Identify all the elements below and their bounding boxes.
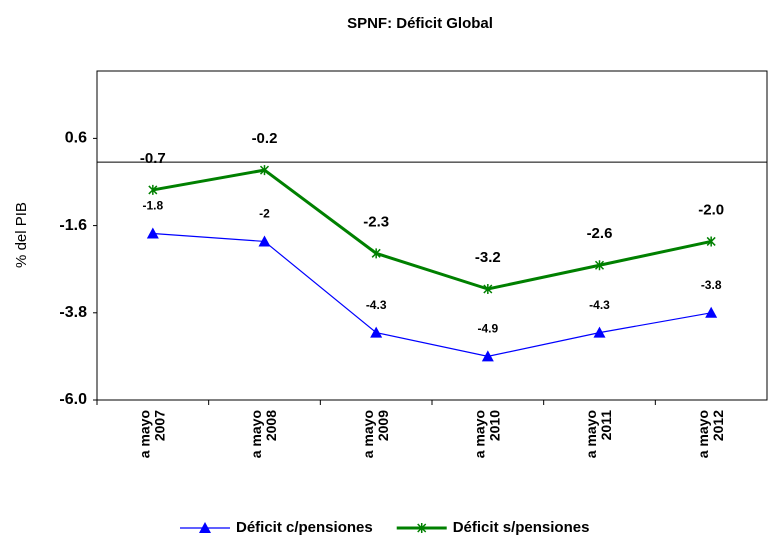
data-label: -3.8 xyxy=(701,278,722,292)
y-tick-label: -6.0 xyxy=(59,391,87,408)
data-label: -4.3 xyxy=(366,298,387,312)
point-marker xyxy=(481,350,494,362)
y-axis-label: % del PIB xyxy=(13,202,30,268)
point-marker xyxy=(483,284,493,295)
y-tick-label: -1.6 xyxy=(59,217,87,234)
data-label: -2.6 xyxy=(587,225,613,242)
x-tick-label: 2010 xyxy=(487,410,503,441)
data-label: -0.2 xyxy=(252,130,278,147)
series-line xyxy=(152,168,712,291)
point-marker xyxy=(706,236,716,247)
data-label: -4.9 xyxy=(477,322,498,336)
point-marker xyxy=(371,248,381,259)
data-label: -1.8 xyxy=(142,199,163,213)
legend-label: Déficit c/pensiones xyxy=(236,519,373,536)
point-marker xyxy=(258,235,271,247)
x-tick-label: a mayo xyxy=(137,410,153,458)
x-tick-label: a mayo xyxy=(360,410,376,458)
point-marker xyxy=(146,227,159,239)
data-label: -2.0 xyxy=(698,201,724,218)
point-marker xyxy=(370,326,383,338)
series-line xyxy=(152,232,712,358)
point-marker xyxy=(259,165,270,176)
x-tick-label: 2012 xyxy=(710,410,726,441)
x-tick-label: a mayo xyxy=(248,410,264,458)
y-tick-label: 0.6 xyxy=(65,130,87,147)
data-label: -2 xyxy=(259,207,270,221)
legend-label: Déficit s/pensiones xyxy=(453,519,590,536)
data-label: -2.3 xyxy=(363,213,389,230)
legend-marker xyxy=(417,523,427,533)
x-tick-label: 2008 xyxy=(263,410,279,441)
data-label: -0.7 xyxy=(140,150,166,167)
x-tick-label: a mayo xyxy=(583,410,599,458)
plot-frame xyxy=(96,70,768,401)
data-label: -4.3 xyxy=(589,298,610,312)
chart-title: SPNF: Déficit Global xyxy=(347,15,493,32)
point-marker xyxy=(593,326,606,338)
y-tick-label: -3.8 xyxy=(59,304,87,321)
point-marker xyxy=(705,306,718,318)
data-label: -3.2 xyxy=(475,249,501,266)
x-tick-label: a mayo xyxy=(695,410,711,458)
x-tick-label: 2011 xyxy=(598,410,614,441)
x-tick-label: 2009 xyxy=(375,410,391,441)
x-tick-label: a mayo xyxy=(472,410,488,458)
point-marker xyxy=(148,184,158,195)
legend-marker xyxy=(199,522,211,533)
x-tick-label: 2007 xyxy=(152,410,168,441)
point-marker xyxy=(594,260,605,271)
